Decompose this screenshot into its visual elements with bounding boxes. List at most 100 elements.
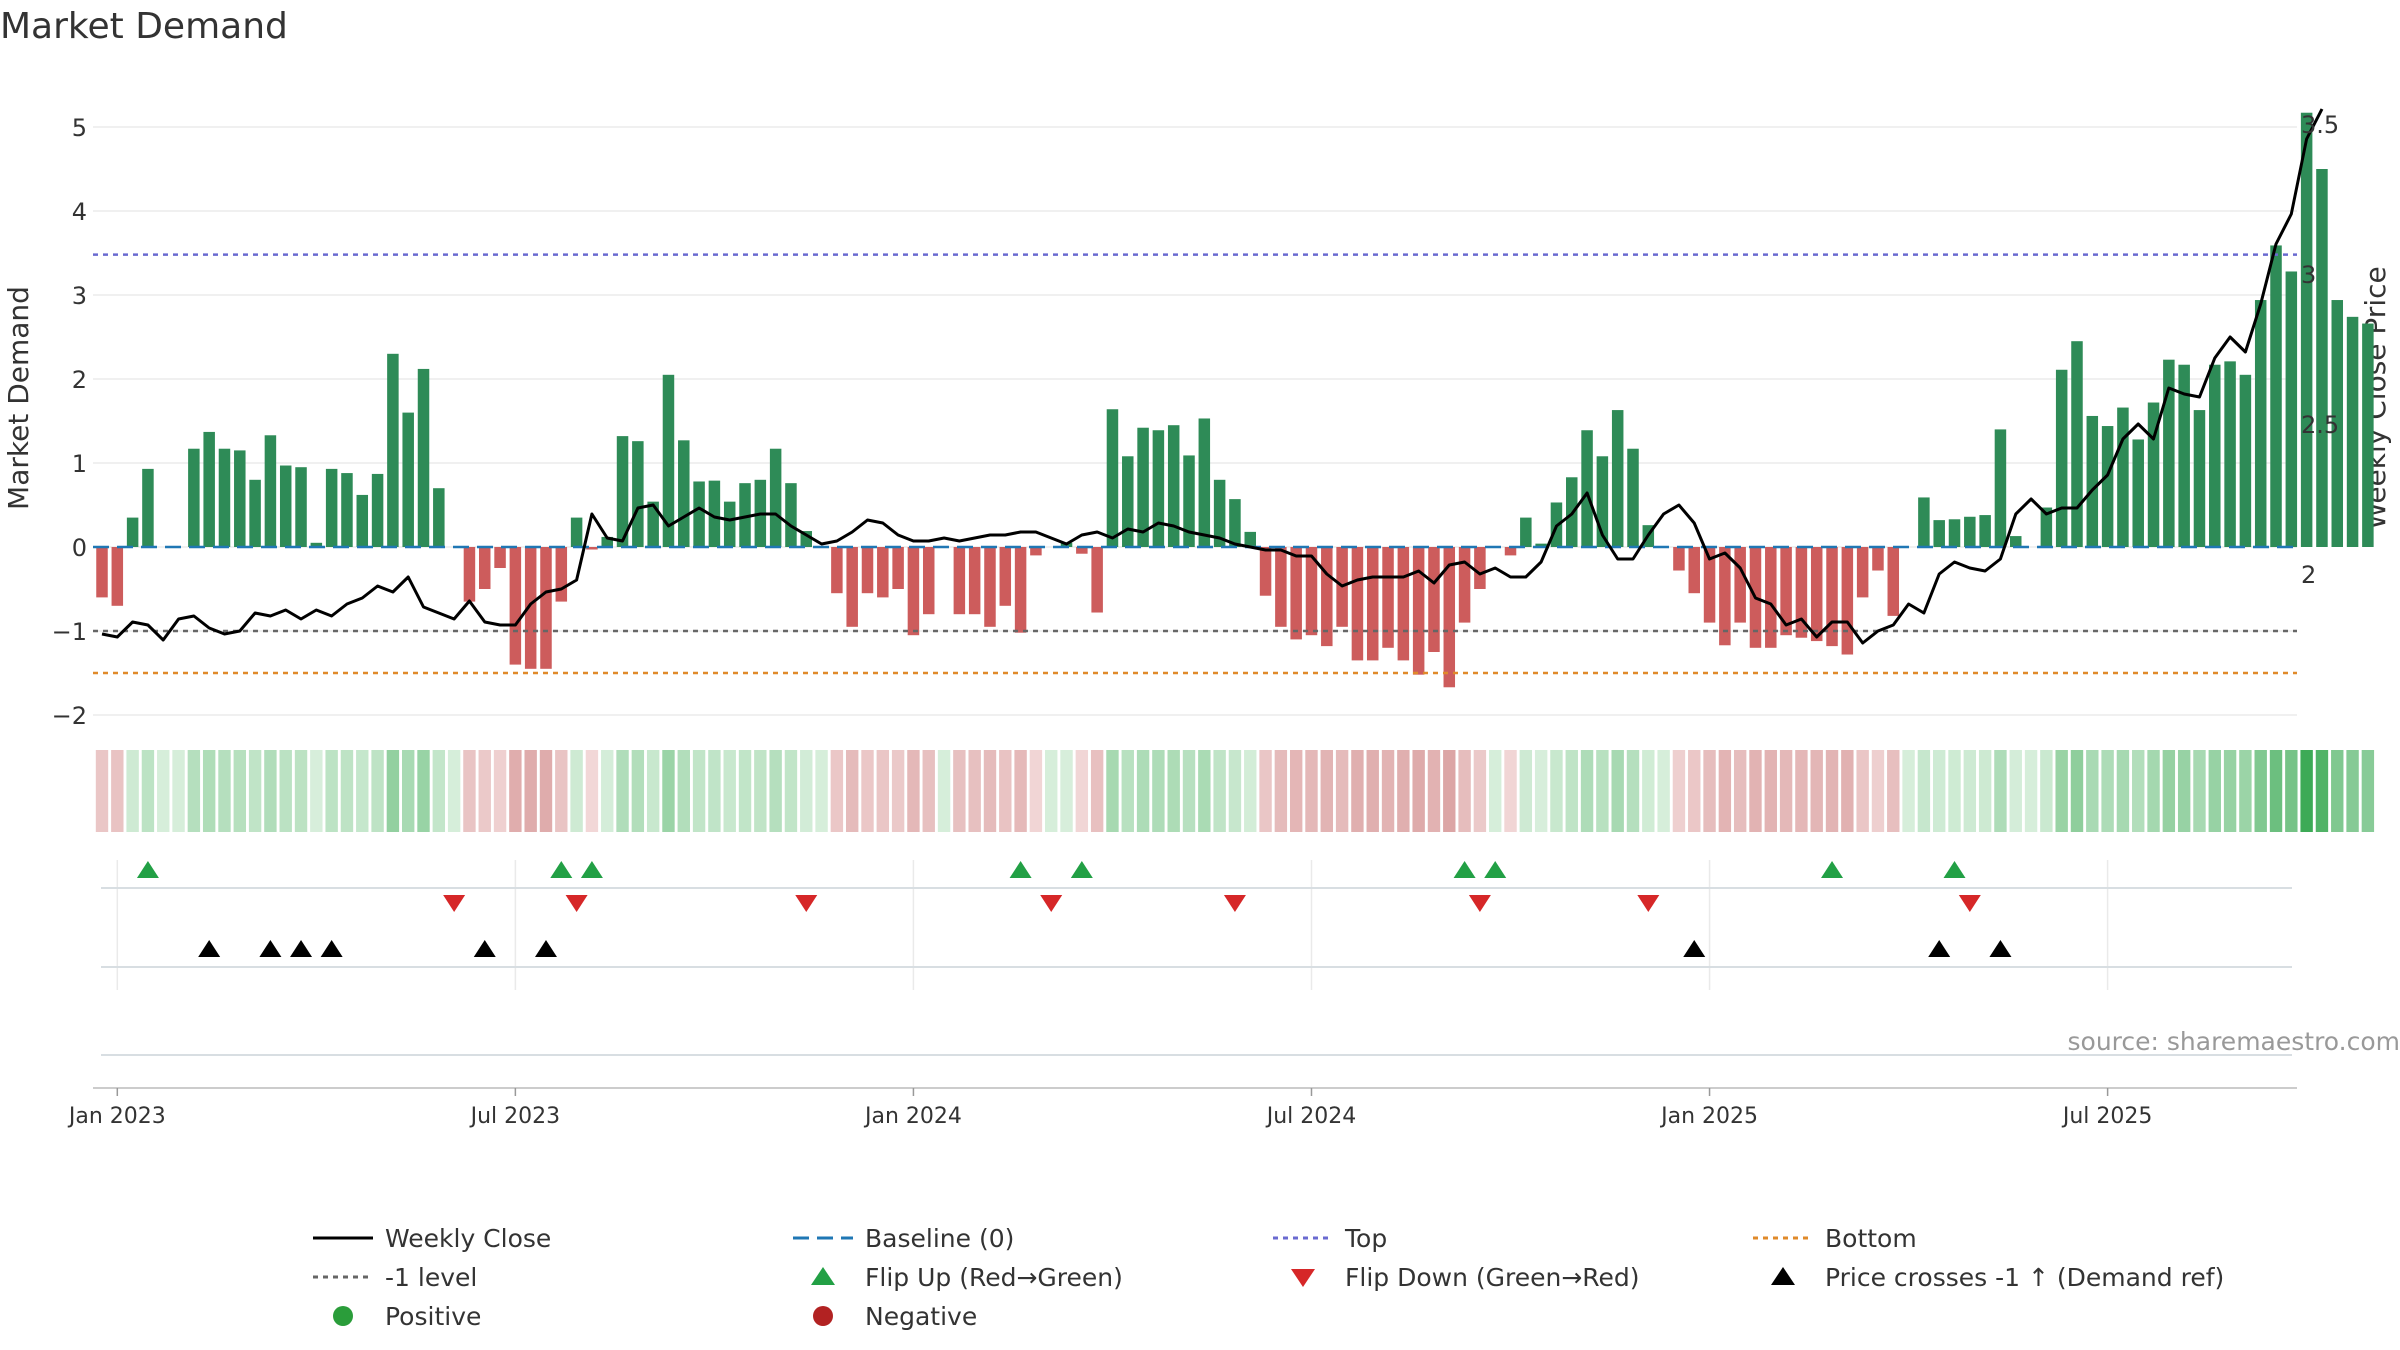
demand-bar bbox=[1719, 547, 1731, 646]
demand-bar bbox=[463, 547, 476, 602]
demand-bar bbox=[570, 517, 583, 547]
demand-bar bbox=[310, 542, 323, 547]
legend-swatch-circle bbox=[333, 1306, 353, 1326]
demand-bar bbox=[1167, 425, 1180, 547]
demand-bar bbox=[1106, 409, 1119, 547]
strip-cell bbox=[2361, 750, 2375, 832]
demand-bar bbox=[2101, 426, 2114, 547]
strip-cell bbox=[1029, 750, 1043, 832]
demand-bar bbox=[1229, 499, 1241, 547]
demand-bar bbox=[371, 473, 384, 547]
strip-cell bbox=[1136, 750, 1150, 832]
strip-cell bbox=[585, 750, 599, 832]
demand-bar bbox=[402, 412, 414, 547]
strip-cell bbox=[417, 750, 430, 832]
strip-cell bbox=[294, 750, 308, 832]
legend-swatch-triangle-down bbox=[1291, 1269, 1315, 1287]
demand-bar bbox=[693, 481, 705, 547]
strip-cell bbox=[1504, 750, 1517, 832]
strip-cell bbox=[111, 750, 124, 832]
demand-bar bbox=[1688, 547, 1700, 594]
strip-cell bbox=[815, 750, 828, 832]
strip-cell bbox=[692, 750, 706, 832]
flip-down-marker bbox=[1468, 895, 1491, 912]
demand-bar bbox=[999, 547, 1012, 606]
strip-cell bbox=[1489, 750, 1502, 832]
demand-bar bbox=[2132, 439, 2144, 547]
strip-cell bbox=[769, 750, 782, 832]
strip-cell bbox=[800, 750, 813, 832]
strip-cell bbox=[1795, 750, 1808, 832]
strip-cell bbox=[1412, 750, 1425, 832]
demand-bar bbox=[968, 547, 981, 615]
demand-bar bbox=[2239, 374, 2252, 547]
demand-bar bbox=[2254, 300, 2267, 547]
demand-bar bbox=[662, 374, 675, 547]
strip-cell bbox=[555, 750, 568, 832]
strip-cell bbox=[2055, 750, 2068, 832]
demand-bar bbox=[1611, 410, 1624, 547]
strip-cell bbox=[2024, 750, 2038, 832]
strip-cell bbox=[2208, 750, 2221, 832]
flip-up-marker bbox=[550, 861, 573, 878]
flip-down-marker bbox=[565, 895, 588, 912]
strip-cell bbox=[1565, 750, 1578, 832]
demand-bar bbox=[111, 547, 124, 606]
demand-bar bbox=[1994, 429, 2007, 547]
strip-cell bbox=[248, 750, 262, 832]
strip-cell bbox=[677, 750, 690, 832]
strip-cell bbox=[2285, 750, 2298, 832]
demand-bar bbox=[1366, 547, 1379, 661]
strip-cell bbox=[2086, 750, 2099, 832]
demand-bar bbox=[433, 488, 445, 547]
strip-cell bbox=[493, 750, 507, 832]
strip-cell bbox=[1182, 750, 1196, 832]
strip-cell bbox=[1152, 750, 1165, 832]
strip-cell bbox=[616, 750, 629, 832]
demand-bar bbox=[2331, 300, 2344, 547]
strip-cell bbox=[1642, 750, 1655, 832]
price-cross-marker bbox=[534, 940, 557, 957]
strip-cell bbox=[1443, 750, 1456, 832]
demand-bar bbox=[2300, 112, 2313, 547]
demand-bar bbox=[1305, 547, 1318, 636]
legend-label: Top bbox=[1344, 1224, 1387, 1253]
demand-bar bbox=[188, 448, 200, 547]
price-cross-marker bbox=[1683, 940, 1706, 957]
strip-cell bbox=[2177, 750, 2191, 832]
demand-bar bbox=[1979, 515, 1991, 547]
strip-cell bbox=[1106, 750, 1119, 832]
strip-cell bbox=[708, 750, 721, 832]
demand-bar bbox=[417, 368, 430, 547]
strip-cell bbox=[1688, 750, 1701, 832]
y-tick-label: 2 bbox=[72, 366, 87, 394]
legend-swatch-circle bbox=[813, 1306, 833, 1326]
strip-cell bbox=[1121, 750, 1134, 832]
demand-bar bbox=[2040, 507, 2053, 547]
demand-bar bbox=[846, 547, 858, 627]
strip-cell bbox=[264, 750, 277, 832]
strip-cell bbox=[340, 750, 354, 832]
demand-bar bbox=[1826, 547, 1838, 647]
demand-bar bbox=[1535, 543, 1547, 547]
demand-bar bbox=[1810, 547, 1823, 642]
flip-up-marker bbox=[1943, 861, 1966, 878]
strip-cell bbox=[1550, 750, 1563, 832]
strip-cell bbox=[1657, 750, 1670, 832]
demand-bar bbox=[1964, 516, 1976, 547]
strip-cell bbox=[937, 750, 951, 832]
y2-tick-label: 2.5 bbox=[2301, 411, 2339, 439]
legend-swatch-triangle-up bbox=[1771, 1267, 1795, 1285]
flip-up-marker bbox=[1453, 861, 1476, 878]
legend-swatch-triangle-up bbox=[811, 1267, 835, 1285]
demand-bar bbox=[2193, 410, 2206, 547]
demand-bar bbox=[2010, 536, 2022, 547]
strip-cell bbox=[1534, 750, 1548, 832]
strip-cell bbox=[2331, 750, 2344, 832]
flip-down-marker bbox=[443, 895, 466, 912]
demand-bar bbox=[1841, 547, 1854, 655]
demand-bar bbox=[494, 547, 506, 568]
price-cross-marker bbox=[1989, 940, 2012, 957]
strip-cell bbox=[1580, 750, 1594, 832]
